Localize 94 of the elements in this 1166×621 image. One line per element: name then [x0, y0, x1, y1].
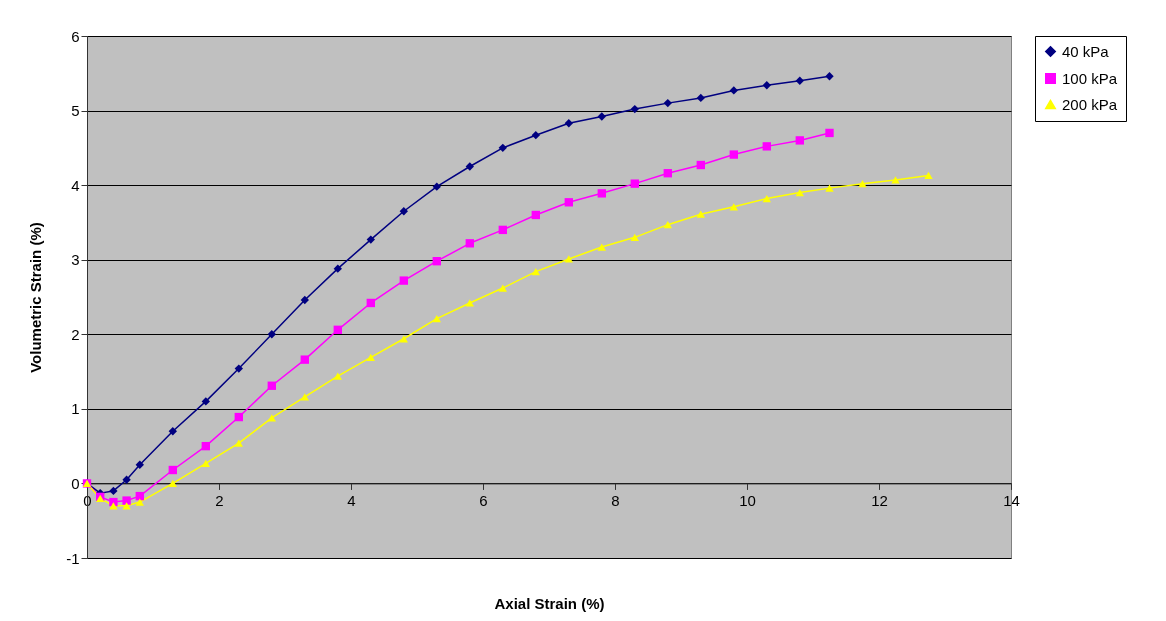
point [109, 486, 118, 496]
point [432, 182, 441, 191]
point [663, 169, 672, 178]
point [564, 255, 573, 263]
point [858, 180, 867, 188]
point [135, 491, 144, 501]
point [122, 502, 131, 510]
point [122, 475, 131, 484]
point [399, 207, 408, 216]
point [597, 189, 606, 198]
x-tick-label: 2 [215, 491, 224, 509]
point [333, 372, 342, 380]
point [333, 325, 342, 334]
point [399, 335, 408, 343]
point [201, 397, 210, 406]
point [498, 284, 507, 292]
point [630, 233, 639, 241]
point [234, 439, 243, 447]
point [696, 210, 705, 218]
point [825, 72, 834, 81]
point [366, 298, 375, 308]
point [762, 81, 771, 90]
point [267, 381, 276, 390]
point [597, 112, 606, 121]
point [630, 104, 639, 114]
point [663, 98, 672, 108]
point [825, 184, 834, 192]
point [465, 162, 474, 171]
y-tick-label: 4 [71, 176, 80, 194]
legend-label: 40 kPa [1062, 42, 1110, 60]
point [465, 239, 474, 248]
point [168, 479, 177, 488]
y-tick-label: 6 [71, 27, 80, 45]
point [696, 93, 705, 103]
point [135, 498, 144, 506]
point [762, 194, 771, 203]
point [498, 143, 507, 153]
point [135, 460, 144, 469]
legend-label: 200 kPa [1062, 95, 1118, 113]
y-tick-label: 3 [71, 251, 80, 269]
x-tick-label: 4 [347, 491, 356, 509]
point [795, 136, 804, 145]
x-tick-label: 8 [611, 491, 620, 509]
x-tick-label: 10 [739, 491, 756, 509]
point [300, 355, 309, 364]
point [234, 412, 243, 422]
point [366, 353, 375, 362]
point [531, 131, 540, 140]
point [201, 459, 210, 467]
point [267, 414, 276, 422]
point [795, 188, 804, 197]
y-tick-label: 0 [71, 474, 80, 492]
point [663, 221, 672, 229]
x-tick-label: 14 [1003, 491, 1020, 509]
point [465, 299, 474, 307]
point [234, 364, 243, 373]
point [300, 295, 309, 305]
point [201, 441, 210, 451]
x-axis-title: Axial Strain (%) [494, 594, 605, 612]
y-tick-label: -1 [66, 549, 80, 567]
point [762, 142, 771, 151]
y-tick-label: 1 [71, 400, 80, 418]
point [597, 243, 606, 251]
point [122, 496, 131, 505]
point [399, 276, 408, 285]
y-tick-label: 2 [71, 325, 80, 343]
point [696, 160, 705, 170]
point [432, 257, 441, 266]
point [825, 128, 834, 138]
y-axis-title: Volumetric Strain (%) [27, 222, 45, 373]
point [891, 176, 900, 184]
point [564, 198, 573, 207]
point [333, 264, 342, 273]
point [366, 235, 375, 244]
x-tick-label: 12 [871, 491, 888, 509]
point [729, 150, 738, 159]
point [630, 179, 639, 188]
legend-label: 100 kPa [1062, 69, 1118, 87]
point [168, 427, 177, 436]
point [531, 210, 540, 220]
point [729, 86, 738, 95]
point [300, 393, 309, 401]
point [531, 268, 540, 276]
y-tick-label: 5 [71, 102, 80, 120]
point [729, 203, 738, 211]
point [795, 76, 804, 85]
point [564, 119, 573, 128]
point [924, 171, 933, 180]
point [432, 315, 441, 323]
point [168, 465, 177, 475]
point [267, 330, 276, 339]
point [109, 502, 118, 510]
x-tick-label: 6 [479, 491, 488, 509]
point [498, 225, 507, 235]
